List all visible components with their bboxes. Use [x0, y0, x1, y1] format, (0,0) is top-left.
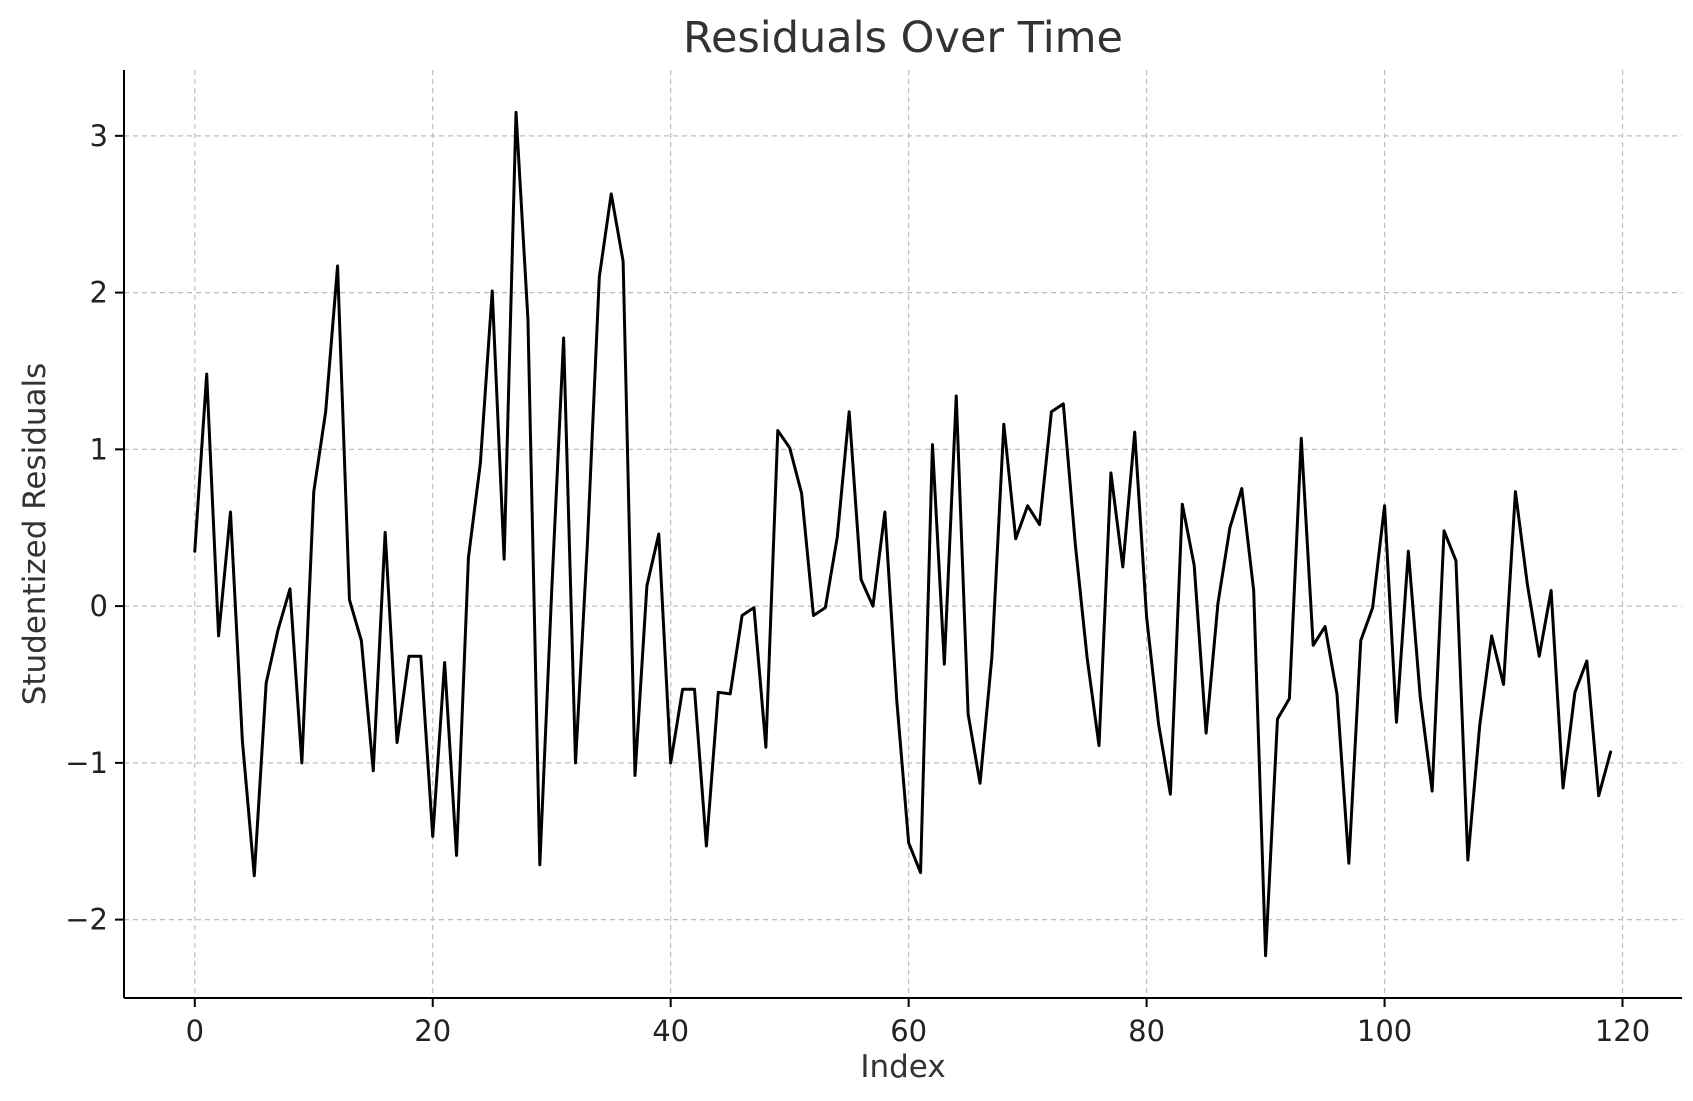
x-tick-label: 20: [414, 1014, 451, 1048]
y-tick-label: −2: [65, 903, 108, 937]
y-ticks: −2 −1 0 1 2 3: [65, 119, 124, 937]
y-axis-label: Studentized Residuals: [17, 363, 53, 706]
y-tick-label: 3: [90, 119, 108, 153]
chart-title: Residuals Over Time: [683, 13, 1123, 63]
y-tick-label: −1: [65, 746, 108, 780]
x-tick-label: 80: [1128, 1014, 1165, 1048]
y-tick-label: 1: [90, 432, 108, 466]
x-tick-label: 60: [890, 1014, 927, 1048]
y-tick-label: 2: [90, 276, 108, 310]
x-tick-label: 100: [1357, 1014, 1412, 1048]
x-ticks: 0 20 40 60 80 100 120: [186, 998, 1650, 1048]
axes: [123, 70, 1682, 999]
grid-lines: [124, 70, 1682, 998]
x-axis-label: Index: [860, 1049, 945, 1085]
x-tick-label: 120: [1595, 1014, 1650, 1048]
x-tick-label: 40: [652, 1014, 689, 1048]
y-tick-label: 0: [90, 589, 108, 623]
x-tick-label: 0: [186, 1014, 204, 1048]
series-layer: [193, 110, 1613, 958]
residuals-series-line: [193, 110, 1613, 958]
